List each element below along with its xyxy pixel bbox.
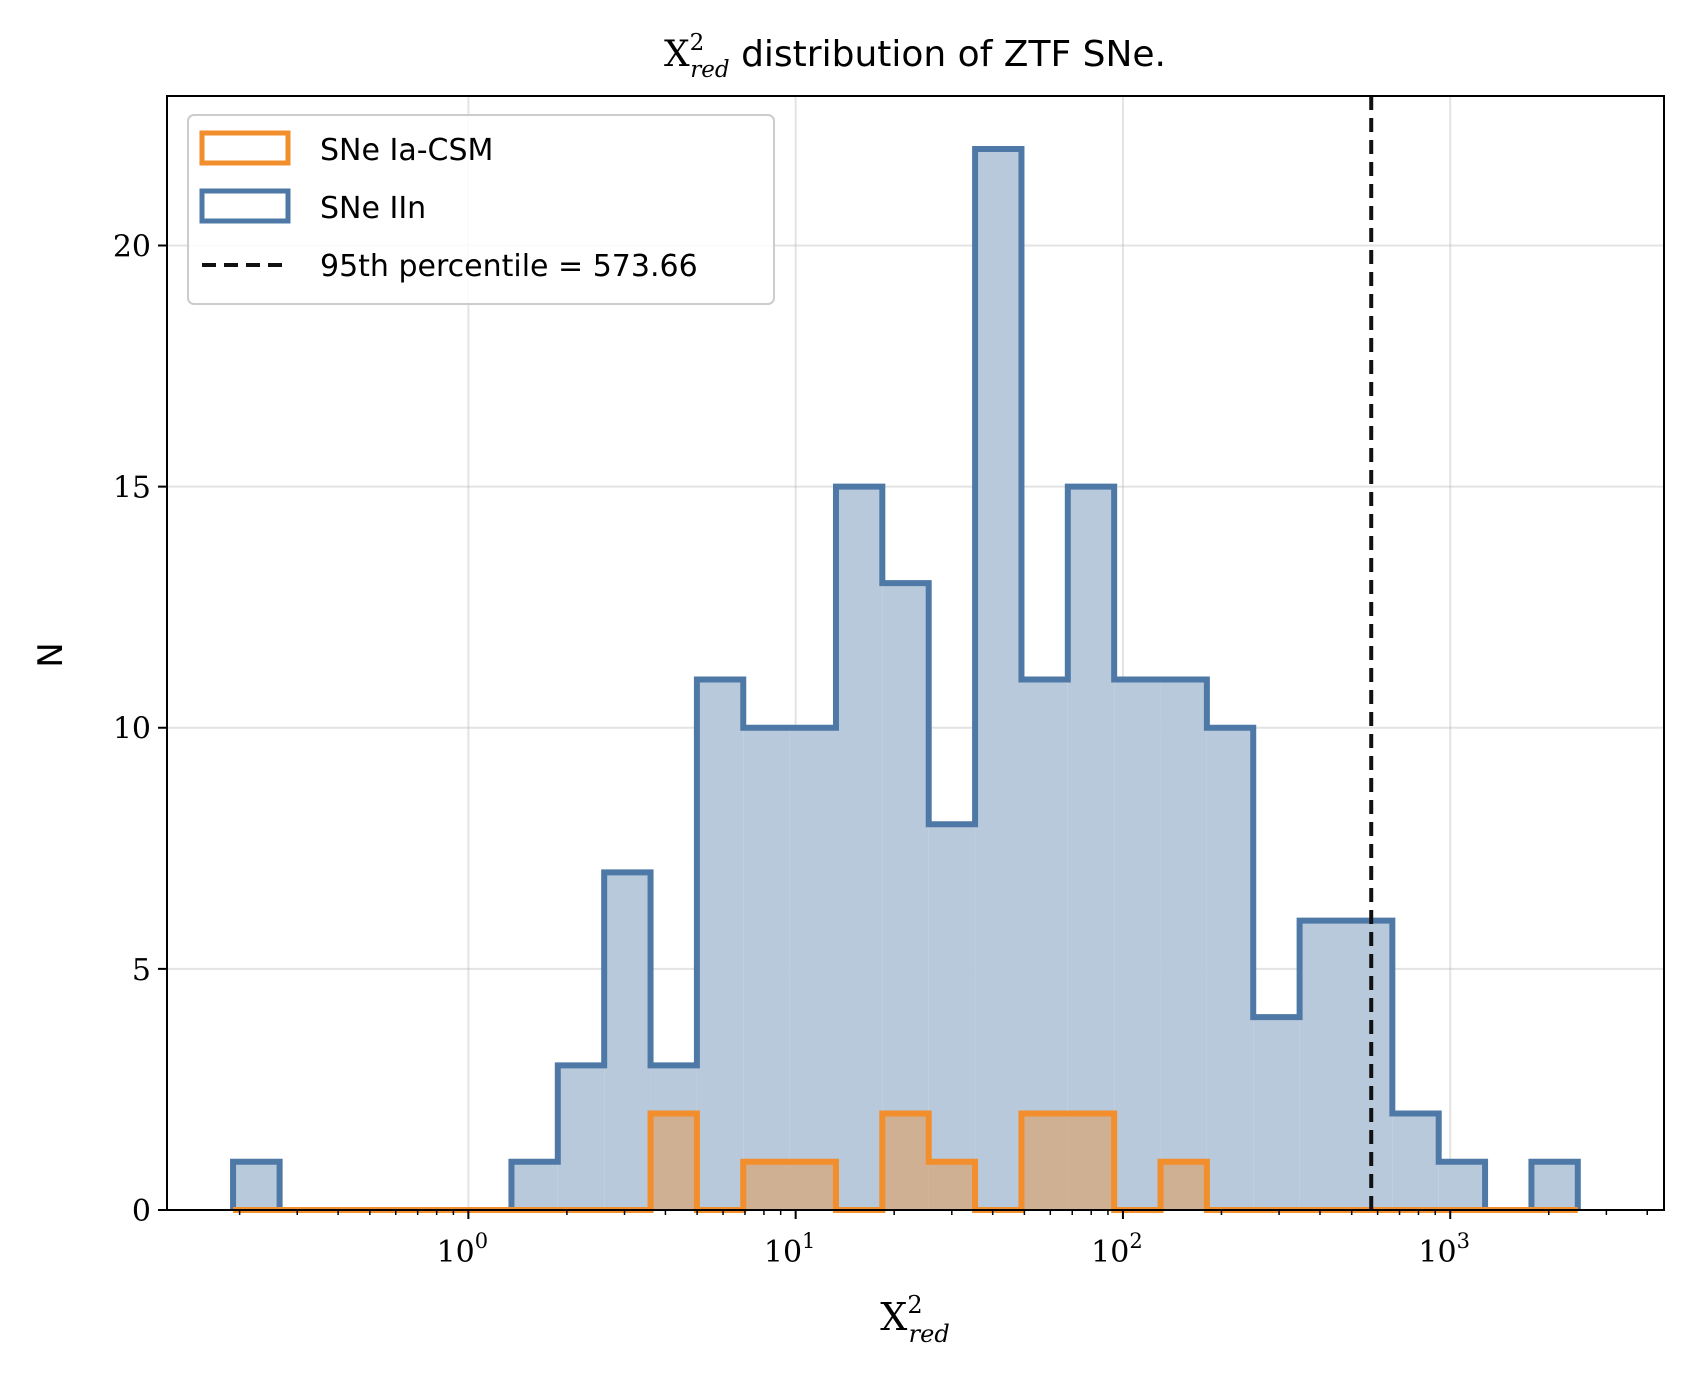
sne-iin-bin-6	[511, 1161, 558, 1210]
y-tick-label-4: 20	[113, 229, 151, 264]
sne-ia-csm-bin-11	[743, 1161, 790, 1210]
sne-ia-csm-bin-14	[882, 1113, 929, 1210]
sne-iin-bin-26	[1438, 1161, 1486, 1210]
legend-box	[187, 114, 775, 305]
x-tick-label-1: 101	[764, 1229, 816, 1270]
sne-ia-csm-bin-18	[1067, 1113, 1115, 1210]
sne-ia-csm-bin-9	[650, 1113, 697, 1210]
sne-ia-csm-bin-12	[789, 1161, 836, 1210]
legend-label-percentile: 95th percentile = 573.66	[320, 249, 698, 284]
y-tick-label-1: 5	[132, 953, 151, 988]
x-tick-label-2: 102	[1091, 1229, 1143, 1270]
y-tick-label-3: 15	[113, 471, 151, 506]
sne-iin-bin-10	[696, 679, 744, 1210]
sne-iin-bin-16	[975, 149, 1022, 1211]
legend-label-sne-ia-csm: SNe Ia-CSM	[320, 133, 493, 168]
legend-swatch-sne-ia-csm	[199, 130, 291, 166]
sne-iin-bin-22	[1253, 1017, 1300, 1210]
sne-iin-bin-23	[1299, 920, 1346, 1210]
sne-iin-bin-18	[1067, 486, 1115, 1210]
sne-iin-bin-21	[1206, 727, 1254, 1210]
sne-iin-bin-0	[233, 1161, 280, 1210]
legend-swatch-sne-iin	[199, 188, 291, 224]
sne-iin-bin-25	[1392, 1113, 1439, 1210]
sne-iin-bin-11	[743, 727, 790, 1210]
sne-iin-outline	[230, 146, 1581, 1213]
legend-label-sne-iin: SNe IIn	[320, 191, 426, 226]
x-axis-label: X2 red	[880, 1291, 949, 1348]
plot-frame	[166, 95, 1665, 1211]
sne-iin-bin-7	[557, 1065, 605, 1210]
sne-iin-bin-14	[882, 583, 929, 1210]
sne-iin-bin-15	[928, 824, 976, 1210]
sne-ia-csm-bin-20	[1160, 1161, 1207, 1210]
x-tick-label-0: 100	[437, 1229, 489, 1270]
y-tick-label-2: 10	[113, 712, 151, 747]
sne-iin-bin-12	[789, 727, 836, 1210]
y-axis-ticks: 0 5 10 15 20	[113, 229, 167, 1229]
x-tick-label-3: 103	[1418, 1229, 1470, 1270]
sne-ia-csm-bin-17	[1021, 1113, 1068, 1210]
sne-iin-bin-8	[604, 872, 651, 1210]
series-sne-iin	[230, 146, 1581, 1213]
x-axis-ticks: 100 101 102 103	[238, 1210, 1649, 1270]
sne-iin-bin-28	[1531, 1161, 1578, 1210]
sne-iin-bin-19	[1114, 679, 1161, 1210]
sne-iin-bin-13	[835, 486, 883, 1210]
y-tick-label-0: 0	[132, 1194, 151, 1229]
chart-title: X2 red distribution of ZTF SNe.	[664, 30, 1166, 83]
legend: SNe Ia-CSM SNe IIn 95th percentile = 573…	[187, 114, 775, 305]
y-axis-label: N	[31, 642, 71, 667]
sne-ia-csm-bin-15	[928, 1161, 976, 1210]
sne-iin-bin-20	[1160, 679, 1207, 1210]
sne-iin-bin-24	[1345, 920, 1393, 1210]
